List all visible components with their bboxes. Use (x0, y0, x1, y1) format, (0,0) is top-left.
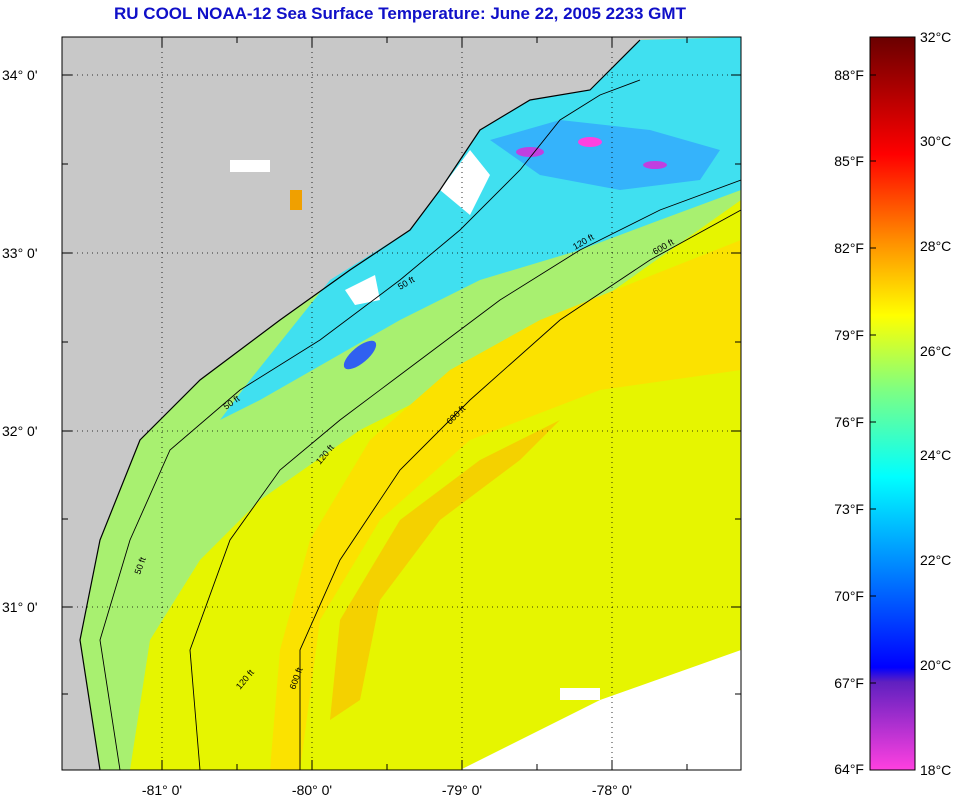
cbar-f-79: 79°F (834, 327, 864, 343)
lon-label-79: -79° 0' (442, 782, 482, 798)
contour-600ft (299, 209, 741, 770)
lon-label-80: -80° 0' (292, 782, 332, 798)
colorbar-f-ticks (870, 74, 876, 684)
contour-50ft (99, 79, 641, 770)
contour-120ft (189, 179, 741, 770)
colorbar (869, 36, 916, 771)
cbar-f-67: 67°F (834, 675, 864, 691)
cbar-f-70: 70°F (834, 588, 864, 604)
lat-label-33: 33° 0' (2, 245, 38, 261)
lon-label-78: -78° 0' (592, 782, 632, 798)
cbar-c-24: 24°C (920, 447, 951, 463)
lon-label-81: -81° 0' (142, 782, 182, 798)
map-area: 50 ft 50 ft 50 ft 120 ft 120 ft 120 ft 6… (62, 37, 741, 770)
map-title: RU COOL NOAA-12 Sea Surface Temperature:… (114, 4, 686, 23)
cbar-c-22: 22°C (920, 552, 951, 568)
cbar-f-82: 82°F (834, 240, 864, 256)
gulf-stream (270, 240, 741, 770)
cbar-c-28: 28°C (920, 238, 951, 254)
coastline (79, 39, 641, 770)
cbar-c-30: 30°C (920, 133, 951, 149)
cbar-c-20: 20°C (920, 657, 951, 673)
cbar-f-85: 85°F (834, 153, 864, 169)
cbar-f-76: 76°F (834, 414, 864, 430)
graticule (62, 37, 741, 770)
cbar-c-32: 32°C (920, 29, 951, 45)
lat-label-34: 34° 0' (2, 67, 38, 83)
axis-ticks (62, 37, 741, 770)
cbar-c-18: 18°C (920, 762, 951, 778)
cbar-f-73: 73°F (834, 501, 864, 517)
cbar-c-26: 26°C (920, 343, 951, 359)
cbar-f-64: 64°F (834, 761, 864, 777)
lat-label-32: 32° 0' (2, 423, 38, 439)
map-frame (61, 36, 742, 771)
cbar-f-88: 88°F (834, 67, 864, 83)
lat-label-31: 31° 0' (2, 599, 38, 615)
